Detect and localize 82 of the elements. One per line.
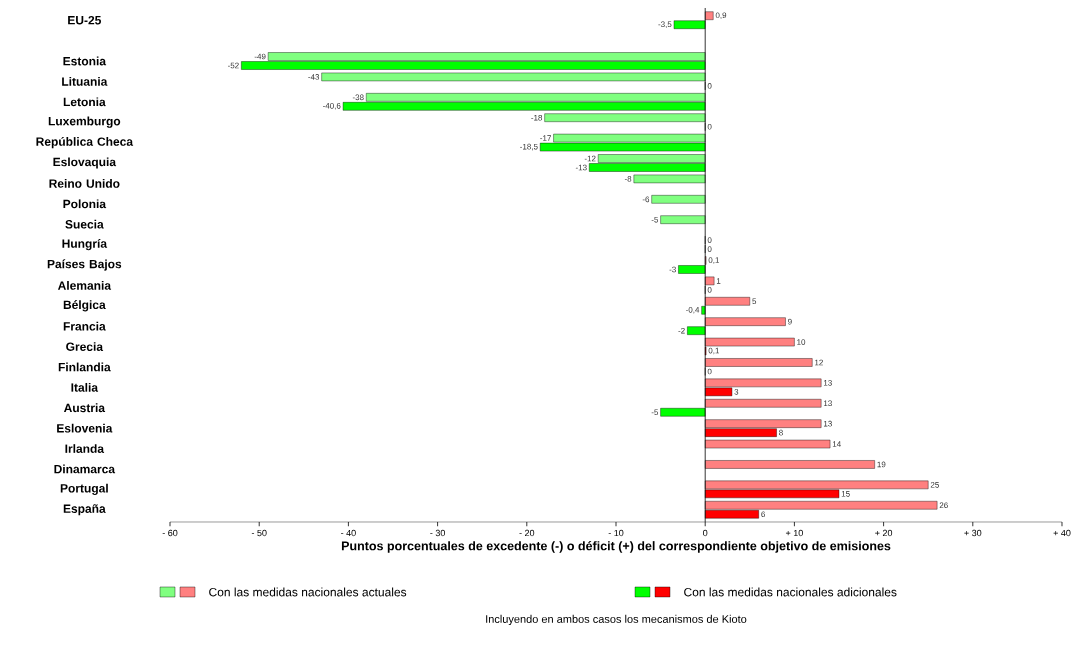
data-label: 12 <box>815 359 823 366</box>
x-tick-label: + 40 <box>1053 529 1071 537</box>
data-label: 15 <box>841 491 850 497</box>
data-label: 0 <box>707 237 712 243</box>
data-label: 0 <box>707 246 712 252</box>
data-label: 0 <box>707 83 712 89</box>
x-tick-label: - 10 <box>608 529 624 537</box>
data-label: 13 <box>823 420 832 427</box>
x-tick-label: - 40 <box>341 529 356 537</box>
data-label: -5 <box>651 409 659 416</box>
data-label: 6 <box>761 511 766 518</box>
data-label: -8 <box>624 176 632 182</box>
data-label: -13 <box>575 164 587 171</box>
data-label: -38 <box>352 94 364 101</box>
y-tick-label: Estonia <box>63 56 107 66</box>
data-label: 0 <box>707 287 712 293</box>
y-tick-label: Letonia <box>63 97 106 107</box>
x-tick-label: + 30 <box>964 529 982 537</box>
data-label: 25 <box>930 482 939 488</box>
data-label: -17 <box>540 135 551 141</box>
y-tick-label: Portugal <box>60 483 108 495</box>
data-label: -6 <box>642 196 650 203</box>
x-tick-label: + 10 <box>785 529 803 537</box>
y-tick-label: Dinamarca <box>54 464 116 474</box>
legend-label: Con las medidas nacionales actuales <box>209 587 407 597</box>
data-label: 5 <box>752 298 757 305</box>
y-tick-label: Grecia <box>66 342 104 351</box>
data-label: -52 <box>227 62 239 69</box>
data-label: -40,6 <box>322 103 341 110</box>
y-tick-label: Italia <box>71 382 99 392</box>
data-label: -0,4 <box>686 306 700 314</box>
data-label: 8 <box>779 429 783 436</box>
data-label: 10 <box>797 339 806 345</box>
y-tick-label: Bélgica <box>63 300 106 312</box>
data-label: 9 <box>788 318 792 325</box>
data-label: 1 <box>716 278 721 284</box>
y-tick-label: Suecia <box>65 219 104 229</box>
x-tick-label: - 20 <box>519 529 535 537</box>
data-label: 0 <box>707 123 712 130</box>
x-tick-label: + 20 <box>875 529 893 537</box>
y-tick-label: Austria <box>63 403 106 413</box>
y-tick-label: Irlanda <box>65 444 105 453</box>
data-label: -5 <box>651 216 659 223</box>
data-label: 14 <box>832 441 841 447</box>
y-tick-label: República Checa <box>36 136 134 149</box>
legend-label: Con las medidas nacionales adicionales <box>684 587 897 597</box>
data-label: -49 <box>254 53 266 60</box>
y-tick-label: Países Bajos <box>47 259 122 271</box>
data-label: 0,9 <box>715 12 727 20</box>
data-label: -3,5 <box>658 21 672 29</box>
y-tick-label: Polonia <box>63 199 107 209</box>
y-tick-label: Lituania <box>62 77 108 86</box>
data-label: -18,5 <box>520 143 538 151</box>
data-label: 3 <box>734 389 739 395</box>
data-label: 26 <box>939 502 948 509</box>
data-label: -18 <box>531 114 543 121</box>
y-tick-label: Finlandia <box>58 362 111 372</box>
y-tick-label: Eslovaquia <box>53 157 117 169</box>
y-tick-label: Reino Unido <box>49 179 120 188</box>
x-tick-label: 0 <box>703 529 708 537</box>
text: Incluyendo en ambos casos los mecanismos de Kioto <box>486 614 747 626</box>
x-tick-label: - 50 <box>251 529 267 537</box>
x-tick-label: - 60 <box>162 529 178 537</box>
x-axis-title: Puntos porcentuales de excedente (-) o déficit (+) del correspondiente objetivo de emisiones <box>341 541 891 553</box>
y-tick-label: Eslovenia <box>57 423 113 433</box>
x-tick-label: - 30 <box>430 529 445 537</box>
y-tick-label: Francia <box>63 321 106 331</box>
data-label: -43 <box>308 74 320 80</box>
data-label: 19 <box>877 461 886 468</box>
y-tick-label: Alemania <box>57 280 112 290</box>
data-label: 0,1 <box>708 347 720 355</box>
data-label: 13 <box>823 380 832 386</box>
data-label: -2 <box>678 327 685 334</box>
y-tick-label: Luxemburgo <box>48 116 121 128</box>
y-tick-label: Hungría <box>62 238 108 251</box>
data-label: -3 <box>669 266 676 273</box>
data-label: 13 <box>823 400 832 407</box>
data-label: -12 <box>584 155 596 162</box>
y-tick-label: España <box>63 504 106 516</box>
data-label: 0 <box>707 368 712 375</box>
data-label: 0,1 <box>708 257 720 264</box>
y-tick-label: EU-25 <box>68 15 101 25</box>
